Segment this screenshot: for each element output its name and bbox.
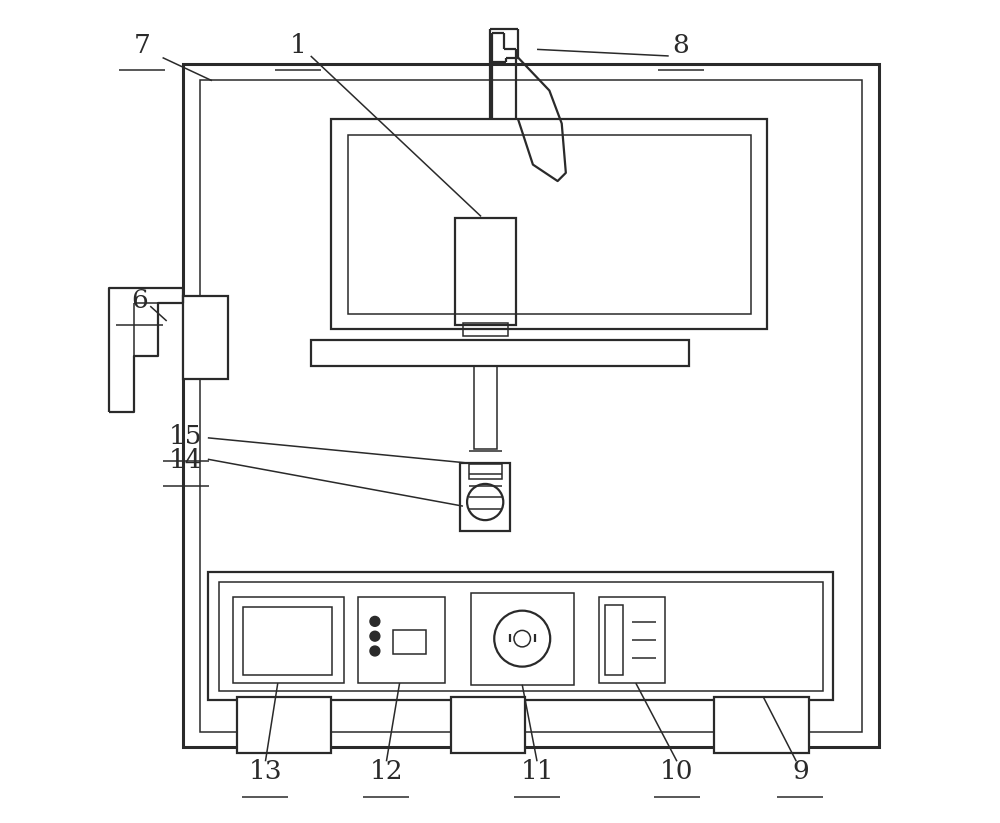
Text: 8: 8 <box>673 33 689 58</box>
Bar <box>219 582 823 691</box>
Bar <box>471 593 574 685</box>
Text: 10: 10 <box>660 760 694 784</box>
Bar <box>463 323 508 336</box>
Bar <box>183 296 228 379</box>
Text: 15: 15 <box>169 424 202 449</box>
Text: 9: 9 <box>792 760 809 784</box>
Bar <box>469 464 502 479</box>
Bar <box>237 697 331 753</box>
Text: 11: 11 <box>520 760 554 784</box>
Text: 13: 13 <box>249 760 282 784</box>
Bar <box>474 366 497 449</box>
Bar <box>233 597 344 683</box>
Bar <box>243 607 332 675</box>
Text: 1: 1 <box>290 33 307 58</box>
Circle shape <box>370 616 380 626</box>
Bar <box>200 80 862 732</box>
Bar <box>605 605 623 675</box>
Bar <box>451 697 525 753</box>
Bar <box>393 630 426 654</box>
Circle shape <box>370 631 380 641</box>
Bar <box>455 218 516 325</box>
Bar <box>208 572 833 700</box>
Bar <box>714 697 809 753</box>
Bar <box>348 135 751 314</box>
Bar <box>599 597 665 683</box>
Text: 6: 6 <box>131 288 148 313</box>
Circle shape <box>370 646 380 656</box>
Bar <box>331 119 767 329</box>
Text: 7: 7 <box>134 33 150 58</box>
Bar <box>311 340 689 366</box>
Text: 12: 12 <box>370 760 403 784</box>
Text: 14: 14 <box>169 449 202 473</box>
Bar <box>183 64 879 747</box>
Bar <box>358 597 445 683</box>
Bar <box>460 463 510 531</box>
